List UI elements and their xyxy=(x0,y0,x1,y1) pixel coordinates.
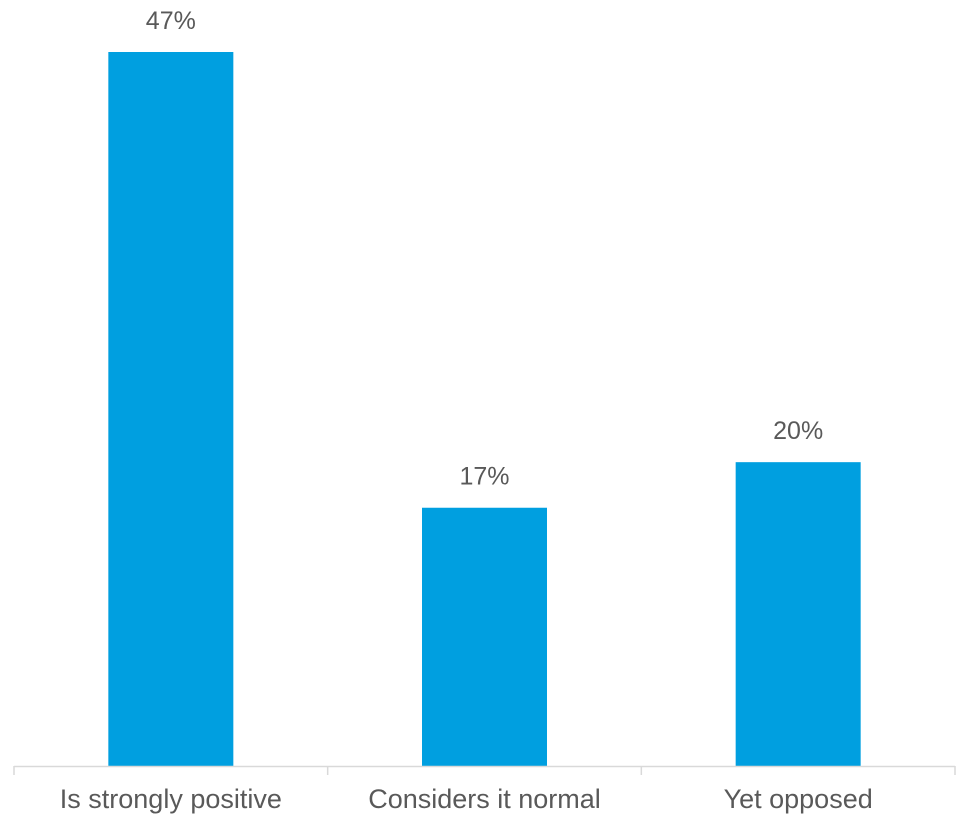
data-labels-group: 47% 17% 20% xyxy=(146,7,823,491)
category-label: Is strongly positive xyxy=(60,784,282,814)
category-label: Considers it normal xyxy=(368,784,601,814)
bar xyxy=(108,52,234,766)
x-axis xyxy=(13,765,956,775)
data-label: 20% xyxy=(773,417,823,445)
category-labels-group: Is strongly positive Considers it normal Y… xyxy=(60,784,873,814)
data-label: 47% xyxy=(146,7,196,35)
category-label: Yet opposed xyxy=(724,784,873,814)
data-label: 17% xyxy=(459,463,509,491)
bar xyxy=(422,507,547,766)
bars-group xyxy=(108,52,861,766)
bar xyxy=(735,462,861,766)
